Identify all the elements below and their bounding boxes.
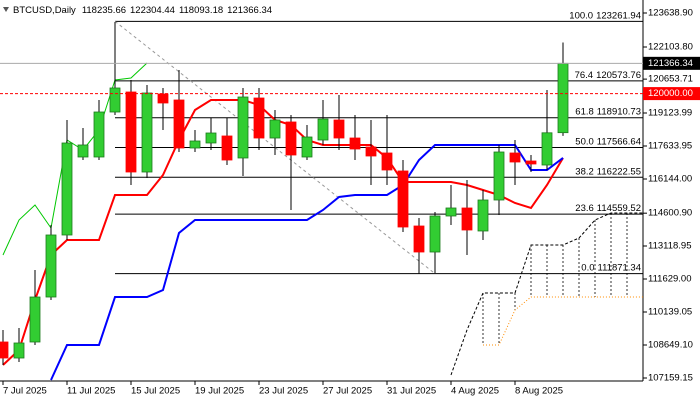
fib-price: 114559.52 [597,203,641,214]
symbol: BTCUSD,Daily [13,5,76,16]
candle-body [237,96,249,159]
candle-body [77,144,89,158]
current-price-label: 121366.34 [648,58,693,69]
candle-body [557,62,569,134]
indicator-line [2,99,564,366]
fib-price: 123261.94 [596,10,641,21]
close-value: 121366.34 [227,5,272,16]
y-tick-label: 123638.90 [648,8,693,19]
candle-body [429,215,441,253]
candle-body [157,93,169,104]
x-tick-label: 4 Aug 2025 [451,386,499,397]
candle-body [493,151,505,201]
y-tick-label: 120653.71 [648,74,693,85]
y-tick-label: 117633.95 [648,141,692,152]
candle-body [317,118,329,141]
high-value: 122304.44 [130,5,175,16]
header-icon [3,7,9,12]
y-tick-label: 113118.95 [648,241,692,252]
fib-price: 111871.34 [598,262,642,273]
indicator-line [450,212,643,376]
candle-body [221,135,233,161]
y-tick-label: 111629.00 [648,274,692,285]
fib-label: 76.4 120573.76 [575,69,641,80]
candle-body [173,99,185,149]
fib-price: 117566.64 [597,136,641,147]
candle-body [381,152,393,171]
candle-body [61,142,73,236]
fib-price: 120573.76 [596,69,641,80]
candle-body [253,97,265,139]
y-tick-label: 122103.80 [648,42,693,53]
candle-body [45,234,57,298]
x-tick-label: 19 Jul 2025 [195,386,244,397]
candle-body [141,92,153,173]
fib-ratio: 50.0 [575,136,594,147]
price-level-box [643,87,700,101]
indicator-line [2,62,148,256]
candle-body [541,132,553,166]
low-value: 118093.18 [179,5,223,16]
fib-ratio: 61.8 [575,106,594,117]
candle-body [413,225,425,253]
current-price-box [643,56,700,70]
fib-label: 23.6 114559.52 [575,203,641,214]
x-tick-label: 31 Jul 2025 [387,386,436,397]
fib-label: 50.0 117566.64 [575,136,641,147]
candle-body [333,119,345,139]
candle-body [365,146,377,157]
y-tick-label: 119123.99 [648,108,692,119]
candle-body [525,160,537,165]
open-value: 118235.66 [82,5,126,16]
indicator-line [50,143,564,381]
fib-label: 38.2 116222.55 [575,166,641,177]
candle-body [461,207,473,231]
candle-body [205,132,217,144]
candle-body [477,199,489,232]
candle-body [13,342,25,359]
price-level-label: 120000.00 [648,88,693,99]
fib-ratio: 0.0 [581,262,594,273]
candle-body [301,136,313,158]
candle-body [0,341,9,359]
candle-body [109,87,121,113]
y-tick-label: 114600.90 [648,208,692,219]
candle-body [349,137,361,150]
fib-price: 116222.55 [597,166,641,177]
x-tick-label: 11 Jul 2025 [67,386,115,397]
y-tick-label: 107159.15 [648,373,693,384]
y-tick-label: 108649.10 [648,340,693,351]
fib-label: 100.0 123261.94 [569,10,641,21]
fib-ratio: 23.6 [575,203,594,214]
header: BTCUSD,Daily 118235.66 122304.44 118093.18 1… [13,5,272,16]
candle-body [509,152,521,163]
x-tick-label: 27 Jul 2025 [323,386,372,397]
candle-body [445,207,457,217]
y-tick-label: 116144.00 [648,174,692,185]
x-tick-label: 15 Jul 2025 [131,386,180,397]
candle-body [93,111,105,158]
fib-ratio: 76.4 [575,69,594,80]
x-tick-label: 7 Jul 2025 [3,386,47,397]
fib-label: 0.0 111871.34 [581,262,641,273]
y-tick-label: 110139.05 [648,307,692,318]
candle-body [285,121,297,156]
candle-body [125,91,137,173]
x-tick-label: 23 Jul 2025 [259,386,308,397]
x-tick-label: 8 Aug 2025 [515,386,563,397]
candle-body [189,140,201,149]
candle-body [269,119,281,139]
fib-ratio: 100.0 [569,10,593,21]
fib-ratio: 38.2 [575,166,594,177]
fib-label: 61.8 118910.73 [575,106,641,117]
fib-price: 118910.73 [597,106,641,117]
candle-body [29,296,41,343]
candle-body [397,170,409,228]
